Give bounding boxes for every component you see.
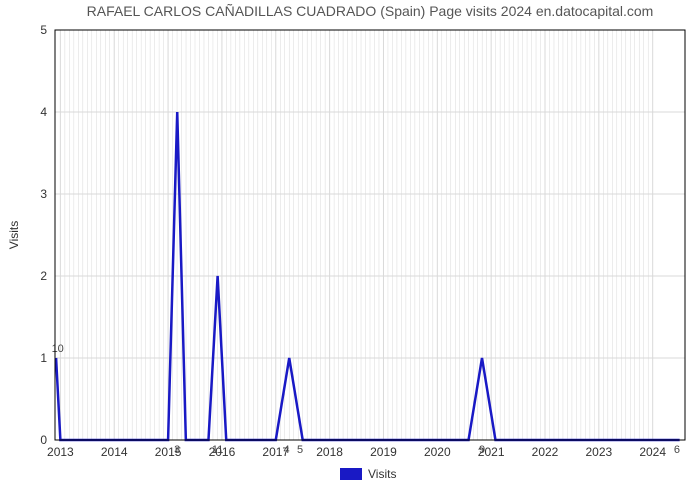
x-tick-label: 2014 (101, 445, 128, 459)
legend: Visits (340, 467, 396, 481)
x-tick-label: 2023 (585, 445, 612, 459)
data-point-label: 5 (297, 444, 303, 456)
x-tick-label: 2024 (639, 445, 666, 459)
x-tick-label: 2013 (47, 445, 74, 459)
y-tick-label: 2 (40, 269, 47, 283)
data-point-label: 11 (212, 444, 223, 456)
y-axis-label: Visits (7, 221, 21, 249)
data-point-label: 10 (52, 343, 64, 355)
x-tick-label: 2022 (532, 445, 559, 459)
y-tick-label: 3 (40, 187, 47, 201)
visits-line-chart: RAFAEL CARLOS CAÑADILLAS CUADRADO (Spain… (0, 0, 700, 500)
y-tick-label: 1 (40, 351, 47, 365)
y-ticks: 012345 (40, 23, 47, 447)
x-ticks: 2013201420152016201720182019202020212022… (47, 445, 666, 459)
x-tick-label: 2019 (370, 445, 397, 459)
legend-swatch (340, 468, 362, 480)
grid (55, 30, 685, 440)
y-tick-label: 4 (40, 105, 47, 119)
legend-label: Visits (368, 467, 396, 481)
data-point-label: 4 (283, 444, 289, 456)
chart-title: RAFAEL CARLOS CAÑADILLAS CUADRADO (Spain… (87, 3, 654, 19)
y-tick-label: 5 (40, 23, 47, 37)
data-point-label: 9 (479, 444, 485, 456)
x-tick-label: 2020 (424, 445, 451, 459)
data-point-label: 6 (674, 444, 680, 456)
data-point-label: 3 (174, 444, 180, 456)
x-tick-label: 2018 (316, 445, 343, 459)
